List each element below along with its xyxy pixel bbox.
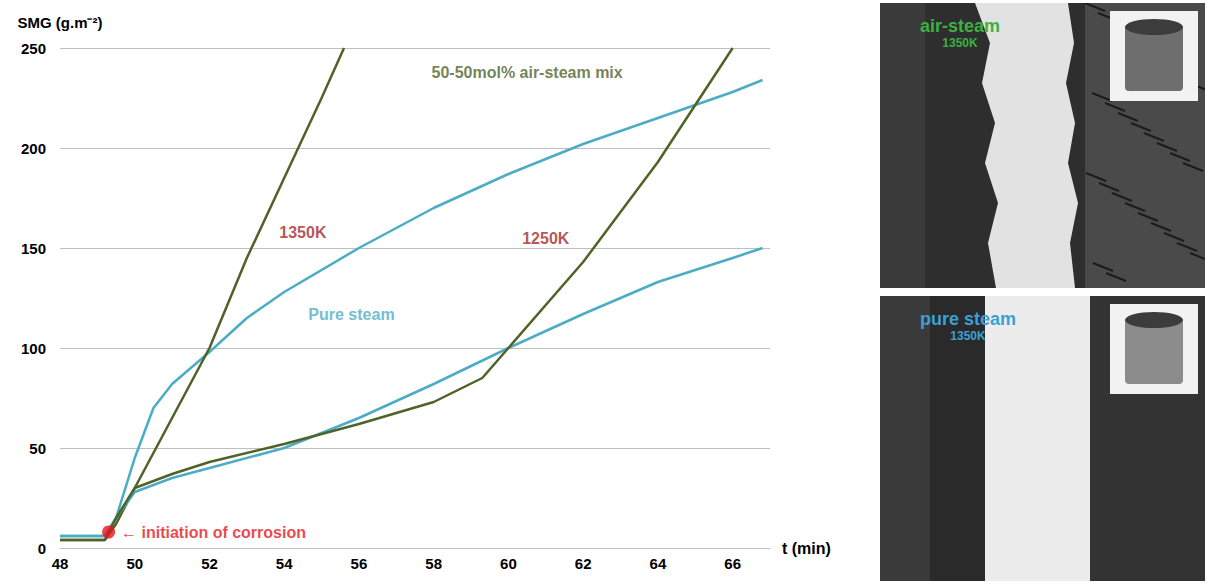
svg-text:SMG (g.m⁻²): SMG (g.m⁻²) [18, 14, 103, 31]
svg-text:48: 48 [52, 555, 69, 572]
svg-text:1350K: 1350K [279, 224, 327, 241]
svg-text:50-50mol% air-steam mix: 50-50mol% air-steam mix [432, 64, 623, 81]
svg-text:200: 200 [21, 140, 46, 157]
html-text:air-steam: air-steam [920, 16, 1000, 36]
svg-text:54: 54 [276, 555, 293, 572]
svg-text:50: 50 [29, 440, 46, 457]
html-text:1350K: 1350K [950, 328, 986, 343]
svg-text:← initiation of corrosion: ← initiation of corrosion [121, 524, 306, 541]
svg-text:52: 52 [201, 555, 218, 572]
svg-text:62: 62 [575, 555, 592, 572]
svg-text:50: 50 [126, 555, 143, 572]
svg-text:58: 58 [425, 555, 442, 572]
svg-text:250: 250 [21, 40, 46, 57]
svg-text:64: 64 [650, 555, 667, 572]
svg-text:56: 56 [351, 555, 368, 572]
svg-text:100: 100 [21, 340, 46, 357]
svg-text:t (min): t (min) [782, 540, 831, 557]
svg-text:60: 60 [500, 555, 517, 572]
html-text:pure steam: pure steam [920, 309, 1016, 329]
svg-text:1250K: 1250K [522, 230, 570, 247]
svg-text:Pure steam: Pure steam [308, 306, 394, 323]
svg-text:150: 150 [21, 240, 46, 257]
svg-text:0: 0 [38, 540, 46, 557]
html-text:1350K: 1350K [942, 35, 978, 50]
svg-text:66: 66 [724, 555, 741, 572]
